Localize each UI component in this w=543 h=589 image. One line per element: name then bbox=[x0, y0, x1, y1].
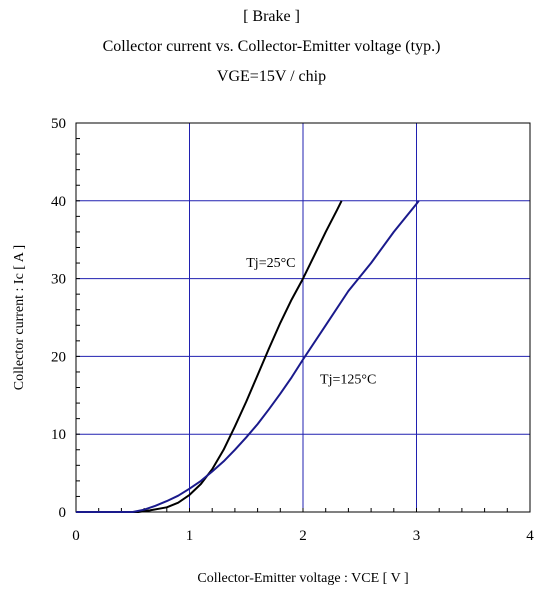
series-line-tj25 bbox=[76, 200, 343, 513]
x-tick-label: 1 bbox=[186, 528, 194, 544]
series-annotation-tj125: Tj=125°C bbox=[320, 373, 376, 388]
x-tick-label: 0 bbox=[72, 528, 80, 544]
chart-title: [ Brake ] bbox=[243, 8, 300, 25]
y-axis-label: Collector current : Ic [ A ] bbox=[12, 245, 27, 390]
x-tick-label: 3 bbox=[413, 528, 421, 544]
y-tick-label: 50 bbox=[51, 116, 66, 132]
y-tick-label: 30 bbox=[51, 272, 66, 288]
y-tick-label: 20 bbox=[51, 349, 66, 365]
y-tick-label: 0 bbox=[59, 505, 67, 521]
y-tick-label: 40 bbox=[51, 194, 66, 210]
series-line-tj125 bbox=[76, 200, 420, 513]
x-axis-label: Collector-Emitter voltage : VCE [ V ] bbox=[197, 571, 408, 586]
series-group bbox=[76, 200, 420, 513]
y-axis-ticks: 0 10 20 30 40 50 bbox=[51, 116, 80, 521]
grid-lines bbox=[76, 123, 530, 512]
chart-condition: VGE=15V / chip bbox=[216, 68, 327, 85]
chart-subtitle: Collector current vs. Collector-Emitter … bbox=[102, 38, 441, 55]
annotations: Tj=25°C Tj=125°C bbox=[246, 256, 376, 388]
x-tick-label: 4 bbox=[526, 528, 534, 544]
series-annotation-tj25: Tj=25°C bbox=[246, 256, 295, 271]
y-tick-label: 10 bbox=[51, 427, 66, 443]
x-axis-ticks: 0 1 2 3 4 bbox=[72, 508, 534, 544]
x-tick-label: 2 bbox=[299, 528, 307, 544]
